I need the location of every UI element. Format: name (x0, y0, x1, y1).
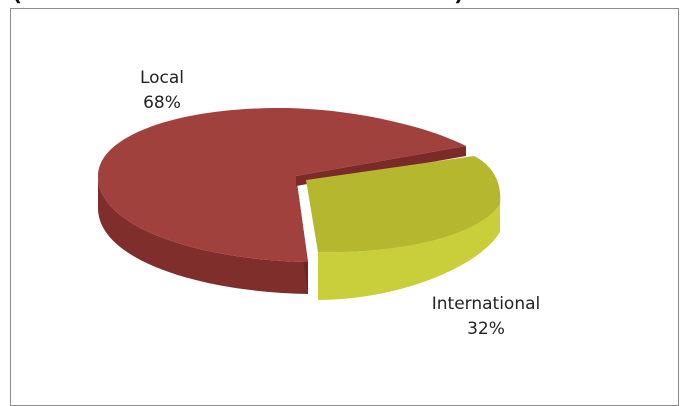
chart-canvas: (Local vs International) Local 68% Inter… (8, 0, 679, 406)
pie-slice-local-side (98, 176, 308, 294)
pie-slice-local-top (98, 108, 466, 262)
label-international-value: 32% (467, 319, 505, 339)
chart-title-cut-off: (Local vs International) (8, 0, 468, 8)
pie-slice-international-side (318, 204, 500, 300)
label-local: Local (140, 68, 184, 88)
pie-slice-international-top (306, 156, 501, 253)
pie-chart: Local 68% International 32% (98, 68, 541, 339)
label-international: International (432, 294, 541, 314)
label-local-value: 68% (143, 93, 181, 113)
